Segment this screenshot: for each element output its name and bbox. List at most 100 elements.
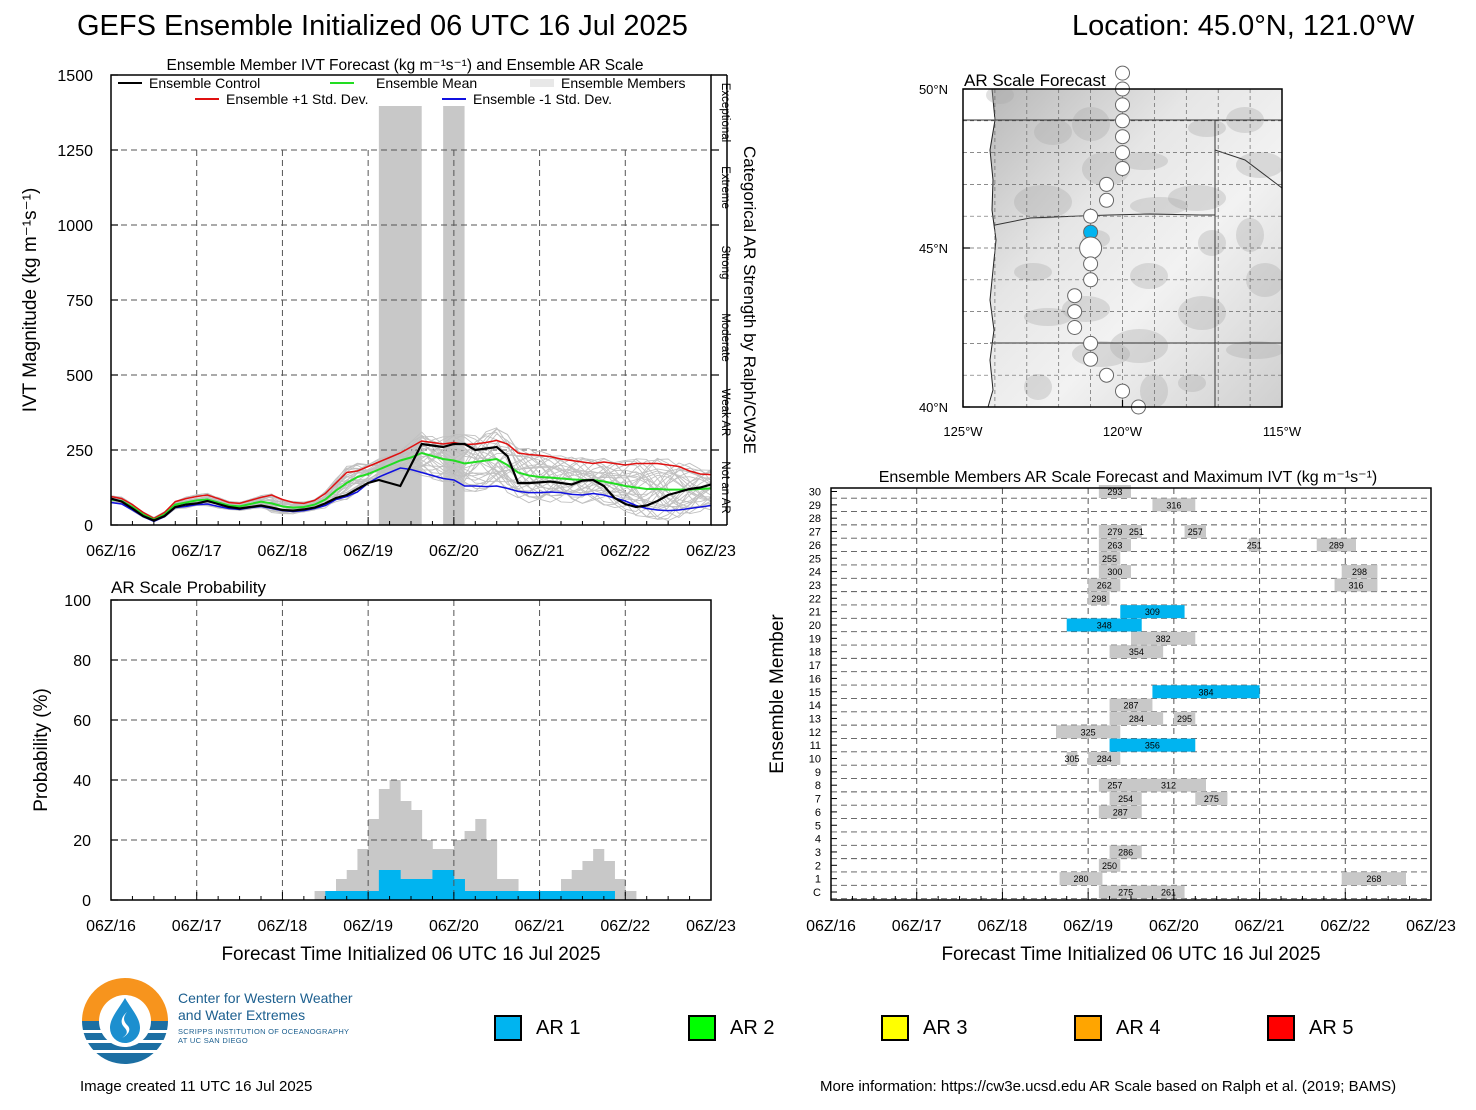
logo-affiliation: SCRIPPS INSTITUTION OF OCEANOGRAPHY AT U… — [178, 1027, 349, 1045]
member-bar — [1316, 538, 1356, 552]
ivt-category-label: Weak AR — [719, 389, 731, 437]
member-bar-ivt: 275 — [1118, 888, 1133, 898]
prob-bar-shade — [346, 870, 358, 900]
members-title: Ensemble Members AR Scale Forecast and M… — [879, 469, 1378, 486]
prob-bar-ar1 — [378, 870, 390, 900]
member-bar — [1098, 551, 1121, 565]
map-ar-point — [1115, 129, 1130, 145]
map-ytick-label: 40°N — [919, 400, 948, 415]
member-bar-ivt: 284 — [1129, 714, 1144, 724]
ivt-xtick-label: 06Z/19 — [343, 543, 393, 560]
prob-bar-ar1 — [475, 891, 487, 900]
prob-xtick-label: 06Z/21 — [515, 918, 565, 935]
member-bar-ivt: 262 — [1097, 580, 1112, 590]
member-row-label: 17 — [809, 660, 821, 672]
member-row-label: 14 — [809, 700, 821, 712]
member-bar-ivt: 298 — [1091, 594, 1106, 604]
member-bar — [1120, 605, 1185, 619]
map-terrain-patch — [986, 89, 1014, 104]
member-bar — [1248, 538, 1260, 552]
map-terrain-patch — [1168, 185, 1226, 211]
prob-bar-ar1 — [486, 891, 498, 900]
map-terrain-patch — [1014, 263, 1052, 281]
member-row-label: 10 — [809, 754, 821, 766]
members-ylabel: Ensemble Member — [767, 614, 788, 774]
map-title: AR Scale Forecast — [964, 71, 1106, 90]
prob-xtick-label: 06Z/17 — [172, 918, 222, 935]
member-bar-ivt: 293 — [1107, 487, 1122, 497]
member-bar-ivt: 251 — [1129, 527, 1144, 537]
prob-bar-ar1 — [357, 891, 369, 900]
ivt-ytick-label: 0 — [84, 518, 93, 535]
prob-ytick-label: 0 — [82, 893, 91, 910]
legend-label-ar2: AR 2 — [730, 1016, 775, 1039]
prob-bar-shade — [336, 879, 348, 900]
legend-ar3: AR 3 — [881, 1013, 967, 1043]
ar-scale-map: AR Scale Forecast 125°W 120°W 115°W 50°N 45°N… — [919, 65, 1302, 439]
members-xtick-label: 06Z/18 — [978, 918, 1028, 935]
member-row-label: 18 — [809, 647, 821, 659]
member-row-label: 3 — [815, 847, 821, 859]
prob-bar-ar1 — [421, 879, 433, 900]
prob-bar-ar1 — [571, 891, 583, 900]
member-bar-ivt: 300 — [1107, 567, 1122, 577]
prob-bar-shade — [453, 840, 465, 900]
member-bar-ivt: 382 — [1156, 634, 1171, 644]
member-row-label: 22 — [809, 593, 821, 605]
legend-ar4: AR 4 — [1074, 1013, 1160, 1043]
member-bar — [1131, 525, 1142, 539]
map-terrain-patch — [1082, 152, 1130, 186]
logo-name: Center for Western Weather and Water Ext… — [178, 990, 353, 1024]
prob-bar-shade — [314, 891, 326, 900]
member-bar — [1059, 872, 1103, 886]
map-terrain-patch — [1178, 374, 1206, 392]
ivt-legend-label: Ensemble -1 Std. Dev. — [473, 91, 612, 107]
prob-bar-ar1 — [464, 891, 476, 900]
ivt-category-label: Extreme — [719, 166, 731, 209]
map-terrain-patch — [1014, 185, 1072, 219]
ivt-right-axis-label: Categorical AR Strength by Ralph/CW3E — [740, 146, 759, 454]
ivt-category-label: Exceptional — [719, 83, 731, 142]
member-row-label: 4 — [815, 834, 821, 846]
prob-bar-ar1 — [561, 891, 573, 900]
member-bar — [1098, 538, 1131, 552]
map-terrain-patch — [1198, 230, 1226, 256]
map-terrain-patch — [1130, 263, 1168, 289]
logo-line-1: Center for Western Weather — [178, 990, 353, 1006]
legend-swatch-ar1 — [494, 1015, 522, 1041]
prob-bar-shade — [625, 891, 637, 900]
map-ar-point — [1083, 208, 1099, 224]
prob-bar-ar1 — [582, 891, 594, 900]
prob-ytick-label: 80 — [73, 653, 91, 670]
ivt-chart: Ensemble Control Ensemble Mean Ensemble Me… — [20, 57, 759, 560]
ivt-ytick-label: 1500 — [57, 68, 93, 85]
member-bar-ivt: 287 — [1123, 701, 1138, 711]
map-terrain-patch — [1236, 218, 1264, 252]
prob-bar-ar1 — [593, 891, 605, 900]
location-title: Location: 45.0°N, 121.0°W — [1072, 10, 1415, 42]
member-bar — [1109, 845, 1142, 859]
member-bar — [1098, 885, 1153, 899]
legend-swatch-ar3 — [881, 1015, 909, 1041]
prob-bar-ar1 — [346, 891, 358, 900]
member-bar-ivt: 354 — [1129, 647, 1144, 657]
member-row-label: 20 — [809, 620, 821, 632]
ivt-xtick-label: 06Z/22 — [600, 543, 650, 560]
member-bar — [1152, 685, 1260, 699]
members-xtick-label: 06Z/20 — [1149, 918, 1199, 935]
ivt-ylabel: IVT Magnitude (kg m⁻¹s⁻¹) — [20, 188, 41, 413]
map-terrain-patch — [1236, 152, 1282, 178]
map-terrain-patch — [1110, 329, 1168, 363]
ivt-legend-label: Ensemble Members — [561, 75, 686, 91]
member-bar-ivt: 289 — [1329, 540, 1344, 550]
member-bar-ivt: 348 — [1097, 621, 1112, 631]
members-xtick-label: 06Z/21 — [1235, 918, 1285, 935]
prob-xtick-label: 06Z/23 — [686, 918, 736, 935]
legend-label-ar1: AR 1 — [536, 1016, 581, 1039]
prob-bar-shade — [421, 840, 433, 900]
page-title: GEFS Ensemble Initialized 06 UTC 16 Jul … — [77, 10, 688, 42]
members-xtick-label: 06Z/19 — [1063, 918, 1113, 935]
member-row-label: 9 — [815, 767, 821, 779]
map-terrain-patch — [1188, 119, 1226, 137]
